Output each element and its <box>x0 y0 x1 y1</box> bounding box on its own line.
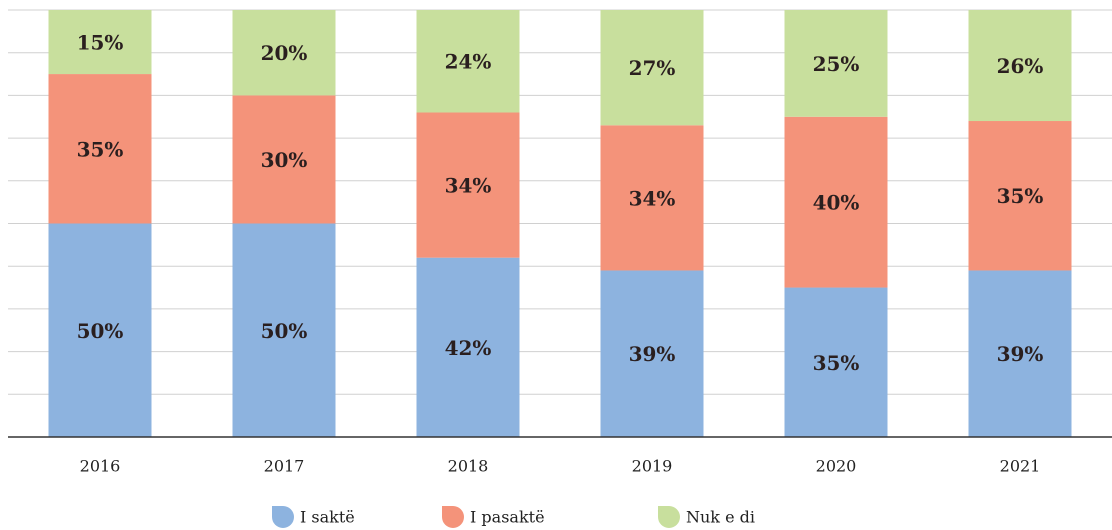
bar-segment <box>416 257 520 437</box>
data-label: 35% <box>813 351 860 375</box>
data-label: 30% <box>261 148 308 172</box>
x-tick-label: 2020 <box>816 457 857 476</box>
data-label: 35% <box>997 184 1044 208</box>
data-label: 27% <box>629 56 676 80</box>
bar-segment <box>784 10 888 117</box>
bar-segment <box>784 116 888 288</box>
bar-segment <box>416 10 520 113</box>
data-label: 50% <box>77 319 124 343</box>
x-tick-label: 2018 <box>448 457 489 476</box>
data-label: 15% <box>77 31 124 55</box>
bar-segment <box>968 10 1072 122</box>
bar-segment <box>600 10 704 126</box>
data-label: 24% <box>445 50 492 74</box>
bar-segment <box>232 10 336 96</box>
legend-swatch <box>442 506 464 528</box>
legend-label: I pasaktë <box>470 508 545 527</box>
bar-segment <box>232 223 336 437</box>
data-label: 25% <box>813 52 860 76</box>
bar-segment <box>48 10 152 75</box>
bar-segment <box>416 112 520 258</box>
data-label: 26% <box>997 54 1044 78</box>
data-label: 40% <box>813 191 860 215</box>
legend-label: Nuk e di <box>686 508 755 527</box>
data-label: 35% <box>77 137 124 161</box>
bar-segment <box>784 287 888 437</box>
x-tick-label: 2016 <box>80 457 121 476</box>
data-label: 34% <box>445 174 492 198</box>
legend-label: I saktë <box>300 508 355 527</box>
legend-swatch <box>658 506 680 528</box>
data-label: 50% <box>261 319 308 343</box>
data-label: 39% <box>629 342 676 366</box>
bar-segment <box>968 121 1072 271</box>
bar-segment <box>600 270 704 437</box>
bar-segment <box>600 125 704 271</box>
legend-swatch <box>272 506 294 528</box>
data-label: 20% <box>261 41 308 65</box>
x-tick-label: 2019 <box>632 457 673 476</box>
x-tick-label: 2021 <box>1000 457 1041 476</box>
bar-segment <box>48 223 152 437</box>
data-label: 42% <box>445 336 492 360</box>
data-label: 39% <box>997 342 1044 366</box>
x-tick-label: 2017 <box>264 457 305 476</box>
bar-segment <box>48 74 152 224</box>
data-label: 34% <box>629 186 676 210</box>
bar-segment <box>232 95 336 224</box>
bar-segment <box>968 270 1072 437</box>
